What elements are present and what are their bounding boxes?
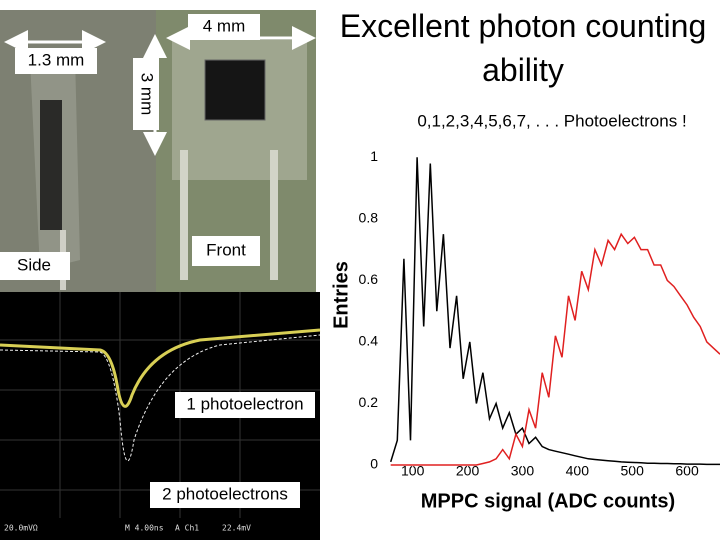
- depth-label: 1.3 mm: [28, 50, 85, 69]
- label-box: [0, 252, 70, 280]
- label-box: [192, 236, 260, 266]
- slide-title: Excellent photon counting ability: [339, 8, 707, 88]
- front-lead: [180, 150, 188, 280]
- width-label: 4 mm: [203, 16, 246, 35]
- front-chip: [204, 59, 266, 121]
- front-label: Front: [206, 240, 246, 259]
- x-tick-label: 100: [401, 463, 425, 479]
- label-box: [188, 14, 260, 40]
- scope-trace: [0, 328, 321, 408]
- series-line: [389, 157, 720, 466]
- label-box: [175, 392, 315, 418]
- y-axis-label: Entries: [330, 261, 352, 329]
- x-tick-label: 400: [566, 463, 590, 479]
- x-tick-label: 500: [621, 463, 645, 479]
- y-tick-label: 1: [370, 148, 378, 164]
- height-label: 3 mm: [138, 73, 157, 116]
- subtitle: 0,1,2,3,4,5,6,7, . . . Photoelectrons !: [417, 111, 686, 130]
- side-label: Side: [17, 255, 51, 274]
- series-line: [390, 232, 720, 466]
- label-box: [15, 48, 97, 74]
- y-tick-label: 0: [370, 456, 378, 472]
- label-box: [150, 482, 300, 508]
- x-tick-label: 600: [675, 463, 699, 479]
- side-chip: [40, 100, 62, 230]
- x-tick-label: 200: [456, 463, 480, 479]
- one-pe-label: 1 photoelectron: [186, 394, 303, 413]
- x-tick-label: 300: [511, 463, 535, 479]
- label-box: [133, 58, 159, 130]
- y-tick-label: 0.4: [359, 333, 379, 349]
- y-tick-label: 0.2: [359, 394, 379, 410]
- scope-scale: 20.0mVΩ: [4, 524, 38, 533]
- two-pe-label: 2 photoelectrons: [162, 484, 288, 503]
- scope-level: 22.4mV: [222, 524, 251, 533]
- front-lead: [270, 150, 278, 280]
- scope-trigger: A Ch1: [175, 524, 199, 533]
- scope-time: M 4.00ns: [125, 524, 164, 533]
- y-tick-label: 0.8: [359, 210, 379, 226]
- scope-trace: [0, 334, 321, 462]
- y-tick-label: 0.6: [359, 271, 379, 287]
- x-axis-label: MPPC signal (ADC counts): [421, 490, 675, 512]
